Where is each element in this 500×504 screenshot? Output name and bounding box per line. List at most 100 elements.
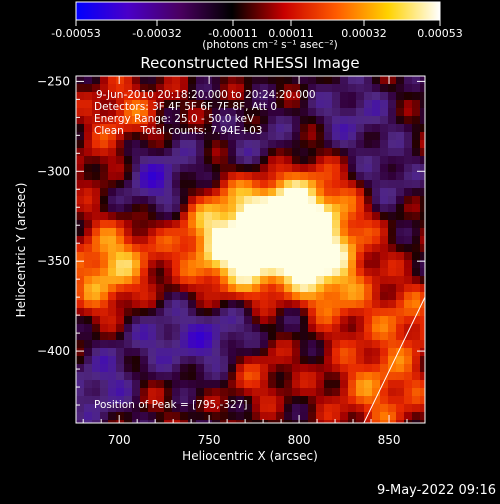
y-tick-label: −350	[37, 254, 70, 268]
heatmap-cell	[236, 164, 245, 173]
heatmap-cell	[284, 188, 293, 197]
heatmap-cell	[228, 340, 237, 349]
heatmap-cell	[244, 412, 253, 421]
heatmap-cell	[300, 212, 309, 221]
heatmap-cell	[268, 180, 277, 189]
heatmap-cell	[148, 188, 157, 197]
heatmap-cell	[284, 268, 293, 277]
heatmap-cell	[324, 276, 333, 285]
heatmap-cell	[372, 372, 381, 381]
heatmap-cell	[276, 340, 285, 349]
heatmap-cell	[172, 260, 181, 269]
heatmap-cell	[180, 292, 189, 301]
heatmap-cell	[236, 196, 245, 205]
heatmap-cell	[348, 388, 357, 397]
heatmap-cell	[412, 340, 421, 349]
heatmap-cell	[228, 76, 237, 85]
heatmap-cell	[316, 220, 325, 229]
heatmap-cell	[268, 284, 277, 293]
heatmap-cell	[228, 164, 237, 173]
heatmap-cell	[380, 156, 389, 165]
heatmap-cell	[348, 348, 357, 357]
heatmap-cell	[420, 300, 425, 309]
heatmap-cell	[292, 308, 301, 317]
heatmap-cell	[388, 172, 397, 181]
heatmap-cell	[348, 196, 357, 205]
heatmap-cell	[180, 148, 189, 157]
heatmap-cell	[188, 356, 197, 365]
heatmap-cell	[180, 404, 189, 413]
heatmap-cell	[148, 284, 157, 293]
heatmap-cell	[268, 356, 277, 365]
heatmap-cell	[412, 252, 421, 261]
heatmap-cell	[236, 260, 245, 269]
heatmap-cell	[396, 332, 405, 341]
heatmap-cell	[364, 292, 373, 301]
heatmap-cell	[332, 308, 341, 317]
heatmap-cell	[212, 404, 221, 413]
heatmap-cell	[148, 236, 157, 245]
heatmap-cell	[196, 412, 205, 421]
heatmap-cell	[340, 268, 349, 277]
heatmap-cell	[308, 372, 317, 381]
heatmap-cell	[180, 204, 189, 213]
heatmap-cell	[284, 300, 293, 309]
heatmap-cell	[212, 276, 221, 285]
heatmap-cell	[388, 76, 397, 85]
heatmap-cell	[300, 420, 309, 423]
heatmap-cell	[420, 164, 425, 173]
heatmap-cell	[132, 84, 141, 93]
heatmap-cell	[332, 212, 341, 221]
heatmap-cell	[148, 396, 157, 405]
heatmap-cell	[180, 388, 189, 397]
heatmap-cell	[340, 284, 349, 293]
heatmap-cell	[188, 324, 197, 333]
heatmap-cell	[140, 292, 149, 301]
heatmap-cell	[348, 212, 357, 221]
heatmap-cell	[116, 332, 125, 341]
heatmap-cell	[340, 388, 349, 397]
heatmap-cell	[316, 420, 325, 423]
heatmap-cell	[420, 356, 425, 365]
heatmap-cell	[356, 116, 365, 125]
heatmap-cell	[388, 396, 397, 405]
heatmap-cell	[204, 116, 213, 125]
heatmap-cell	[244, 116, 253, 125]
heatmap-cell	[356, 284, 365, 293]
heatmap-cell	[316, 148, 325, 157]
heatmap-cell	[404, 380, 413, 389]
heatmap-cell	[308, 260, 317, 269]
heatmap-cell	[300, 292, 309, 301]
heatmap-cell	[340, 92, 349, 101]
heatmap-cell	[404, 308, 413, 317]
heatmap-cell	[84, 388, 93, 397]
heatmap-cell	[276, 284, 285, 293]
heatmap-cell	[308, 228, 317, 237]
heatmap-cell	[332, 420, 341, 423]
heatmap-cell	[220, 340, 229, 349]
heatmap-cell	[316, 180, 325, 189]
heatmap-cell	[140, 412, 149, 421]
heatmap-cell	[204, 284, 213, 293]
heatmap-cell	[132, 172, 141, 181]
heatmap-cell	[156, 308, 165, 317]
heatmap-cell	[84, 140, 93, 149]
heatmap-cell	[204, 324, 213, 333]
heatmap-cell	[340, 180, 349, 189]
heatmap-cell	[348, 124, 357, 133]
heatmap-cell	[164, 220, 173, 229]
heatmap-cell	[228, 332, 237, 341]
heatmap-cell	[148, 316, 157, 325]
heatmap-cell	[412, 356, 421, 365]
heatmap-cell	[340, 116, 349, 125]
heatmap-cell	[188, 396, 197, 405]
heatmap-cell	[132, 364, 141, 373]
heatmap-cell	[196, 188, 205, 197]
heatmap-cell	[172, 116, 181, 125]
heatmap-cell	[356, 228, 365, 237]
heatmap-cell	[140, 132, 149, 141]
heatmap-cell	[108, 284, 117, 293]
heatmap-cell	[76, 140, 85, 149]
heatmap-cell	[220, 324, 229, 333]
heatmap-cell	[220, 164, 229, 173]
